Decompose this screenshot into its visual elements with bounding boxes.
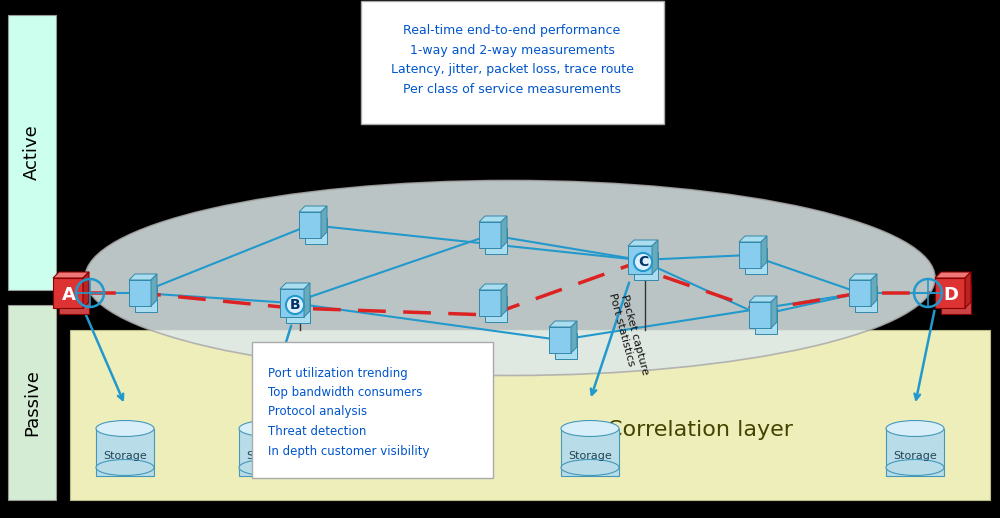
Text: Packet capture: Packet capture xyxy=(619,294,651,376)
FancyBboxPatch shape xyxy=(8,305,56,500)
Ellipse shape xyxy=(561,459,619,476)
Polygon shape xyxy=(151,274,157,306)
FancyBboxPatch shape xyxy=(935,278,965,308)
Ellipse shape xyxy=(886,421,944,437)
FancyBboxPatch shape xyxy=(555,333,577,359)
FancyBboxPatch shape xyxy=(299,212,321,238)
Polygon shape xyxy=(749,296,777,302)
FancyBboxPatch shape xyxy=(739,242,761,268)
FancyBboxPatch shape xyxy=(280,289,304,317)
FancyBboxPatch shape xyxy=(749,302,771,328)
Polygon shape xyxy=(549,321,577,327)
FancyBboxPatch shape xyxy=(479,222,501,248)
FancyBboxPatch shape xyxy=(70,330,990,500)
Text: Port statistics: Port statistics xyxy=(607,292,637,368)
Text: Storage: Storage xyxy=(103,451,147,461)
Ellipse shape xyxy=(96,421,154,437)
Polygon shape xyxy=(501,284,507,316)
FancyBboxPatch shape xyxy=(53,278,83,308)
Polygon shape xyxy=(739,236,767,242)
FancyBboxPatch shape xyxy=(129,280,151,306)
Polygon shape xyxy=(83,272,89,308)
FancyBboxPatch shape xyxy=(96,428,154,476)
Polygon shape xyxy=(479,216,507,222)
Polygon shape xyxy=(501,216,507,248)
Text: B: B xyxy=(290,298,300,312)
Polygon shape xyxy=(53,272,89,278)
Text: Storage: Storage xyxy=(893,451,937,461)
FancyBboxPatch shape xyxy=(479,290,501,316)
FancyBboxPatch shape xyxy=(135,286,157,312)
FancyBboxPatch shape xyxy=(305,218,327,244)
FancyBboxPatch shape xyxy=(628,246,652,274)
Ellipse shape xyxy=(561,421,619,437)
Polygon shape xyxy=(761,236,767,268)
FancyBboxPatch shape xyxy=(549,327,571,353)
Polygon shape xyxy=(299,206,327,212)
FancyBboxPatch shape xyxy=(239,428,297,476)
Ellipse shape xyxy=(239,459,297,476)
FancyBboxPatch shape xyxy=(8,15,56,290)
Polygon shape xyxy=(129,274,157,280)
FancyBboxPatch shape xyxy=(485,228,507,254)
Text: D: D xyxy=(944,286,958,304)
FancyBboxPatch shape xyxy=(849,280,871,306)
Text: C: C xyxy=(638,255,648,269)
Polygon shape xyxy=(479,284,507,290)
FancyBboxPatch shape xyxy=(561,428,619,476)
Text: A: A xyxy=(62,286,76,304)
Ellipse shape xyxy=(886,459,944,476)
FancyBboxPatch shape xyxy=(855,286,877,312)
FancyBboxPatch shape xyxy=(485,296,507,322)
Polygon shape xyxy=(628,240,658,246)
FancyBboxPatch shape xyxy=(941,284,971,314)
FancyBboxPatch shape xyxy=(286,295,310,323)
Ellipse shape xyxy=(96,459,154,476)
Text: Passive: Passive xyxy=(23,369,41,437)
Polygon shape xyxy=(849,274,877,280)
FancyBboxPatch shape xyxy=(745,248,767,274)
FancyBboxPatch shape xyxy=(634,252,658,280)
Polygon shape xyxy=(965,272,971,308)
Text: Storage: Storage xyxy=(568,451,612,461)
Polygon shape xyxy=(321,206,327,238)
FancyBboxPatch shape xyxy=(252,342,493,478)
Polygon shape xyxy=(571,321,577,353)
Text: Active: Active xyxy=(23,124,41,180)
Ellipse shape xyxy=(85,180,935,376)
FancyBboxPatch shape xyxy=(886,428,944,476)
FancyBboxPatch shape xyxy=(755,308,777,334)
FancyBboxPatch shape xyxy=(361,1,664,124)
Ellipse shape xyxy=(239,421,297,437)
Text: Storage: Storage xyxy=(246,451,290,461)
Polygon shape xyxy=(871,274,877,306)
Text: Port utilization trending
Top bandwidth consumers
Protocol analysis
Threat detec: Port utilization trending Top bandwidth … xyxy=(268,367,430,457)
Polygon shape xyxy=(771,296,777,328)
FancyBboxPatch shape xyxy=(59,284,89,314)
Polygon shape xyxy=(304,283,310,317)
Polygon shape xyxy=(280,283,310,289)
Polygon shape xyxy=(935,272,971,278)
Polygon shape xyxy=(652,240,658,274)
Text: Real-time end-to-end performance
1-way and 2-way measurements
Latency, jitter, p: Real-time end-to-end performance 1-way a… xyxy=(391,24,633,96)
Text: Correlation layer: Correlation layer xyxy=(607,420,793,440)
